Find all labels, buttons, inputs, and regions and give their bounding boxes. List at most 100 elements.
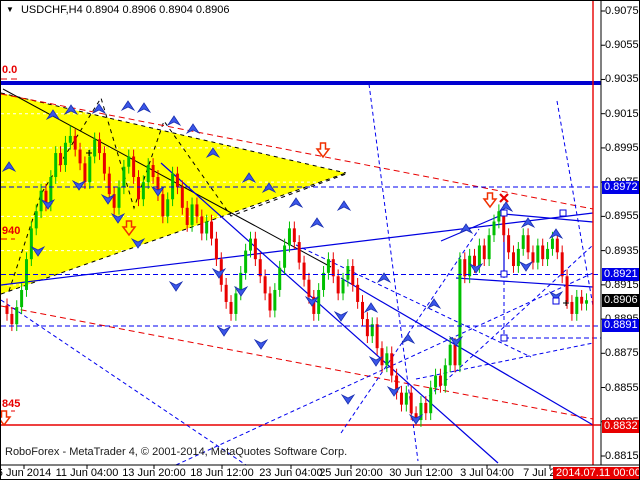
candle-body — [473, 255, 477, 267]
candle-body — [560, 252, 564, 277]
candle-body — [234, 293, 238, 314]
candle-body — [463, 259, 467, 277]
candle-body — [54, 153, 58, 178]
fractal-down-icon — [368, 355, 384, 367]
y-axis-label: 0.9075 — [605, 5, 639, 17]
candle-body — [414, 413, 418, 421]
candle-body — [205, 221, 209, 234]
candle-body — [448, 344, 452, 366]
candle-body — [171, 173, 175, 200]
x-axis-label: 11 Jun 04:00 — [55, 467, 119, 479]
candle-body — [365, 319, 369, 337]
candle-body — [78, 149, 82, 164]
candle-body — [117, 187, 121, 208]
candle-body — [273, 289, 277, 311]
candle-body — [516, 248, 520, 267]
fractal-up-icon — [205, 147, 221, 159]
y-axis-label: 0.9055 — [605, 39, 639, 52]
candle-body — [200, 216, 204, 234]
selection-handle[interactable] — [500, 334, 508, 342]
candle-body — [10, 313, 14, 325]
y-axis-label: 0.8855 — [605, 381, 639, 394]
x-axis-label: 30 Jun 12:00 — [389, 467, 453, 479]
fractal-down-icon — [30, 245, 46, 257]
candle-body — [331, 259, 335, 277]
fractal-up-icon — [120, 100, 136, 112]
selection-handle[interactable] — [500, 270, 508, 278]
fractal-up-icon — [241, 172, 257, 184]
sell-arrow-icon — [1, 410, 12, 427]
candle-body — [166, 199, 170, 217]
y-axis-label: 0.9015 — [605, 107, 639, 120]
fractal-down-icon — [253, 338, 269, 350]
fractal-down-icon — [168, 280, 184, 292]
fractal-up-icon — [309, 217, 325, 229]
candle-body — [59, 153, 63, 166]
fractal-down-icon — [304, 295, 320, 307]
candle-body — [443, 365, 447, 386]
candle-body — [107, 173, 111, 195]
fractal-down-icon — [100, 193, 116, 205]
candle-body — [102, 153, 106, 174]
candle-body — [434, 375, 438, 388]
cross-marker — [86, 150, 92, 156]
candle-body — [546, 248, 550, 260]
fractal-down-icon — [340, 393, 356, 405]
fractal-up-icon — [261, 182, 277, 194]
candle-body — [429, 387, 433, 414]
candle-body — [375, 324, 379, 349]
candle-body — [93, 139, 97, 157]
candle-body — [585, 300, 589, 304]
candle-body — [127, 156, 131, 167]
candle-body — [224, 284, 228, 302]
candle-body — [570, 301, 574, 314]
candle-body — [283, 245, 287, 268]
candle-body — [351, 266, 355, 285]
left-level-label: 0.0 — [2, 64, 18, 76]
fractal-down-icon — [233, 285, 249, 297]
fractal-up-icon — [91, 103, 107, 115]
price-badge-0.8906: 0.8906 — [602, 293, 639, 307]
fractals-layer — [1, 100, 564, 425]
fractal-down-icon — [518, 260, 534, 272]
fractal-up-icon — [1, 161, 17, 173]
candle-body — [507, 235, 511, 253]
fractal-down-icon — [71, 179, 87, 191]
fractal-down-icon — [448, 335, 464, 347]
cursor-date-label: 2014.07.11 00:00 — [553, 467, 639, 479]
candle-body — [292, 228, 296, 243]
fractal-up-icon — [520, 217, 536, 229]
candle-body — [229, 301, 233, 314]
candle-body — [419, 402, 423, 421]
candle-body — [195, 204, 199, 217]
candle-body — [83, 163, 87, 183]
candle-body — [175, 173, 179, 188]
selection-handle[interactable] — [559, 209, 567, 217]
candle-body — [526, 235, 530, 253]
fractal-up-icon — [288, 197, 304, 209]
sell-arrow-icon — [121, 220, 137, 237]
y-axis-label: 0.8915 — [605, 278, 639, 291]
candle-body — [575, 296, 579, 314]
left-level-label: 845 — [2, 398, 21, 410]
candle-body — [502, 211, 506, 236]
selection-handle[interactable] — [552, 297, 560, 305]
platform-watermark: RoboForex - MetaTrader 4, © 2001-2014, M… — [5, 446, 348, 458]
candle-body — [73, 135, 77, 150]
symbol-timeframe: USDCHF,H4 — [20, 4, 83, 16]
candle-body — [322, 272, 326, 290]
price-badge-0.8921: 0.8921 — [602, 268, 639, 282]
selection-handle[interactable] — [500, 209, 508, 217]
title-ohlc-quotes: 0.8904 0.8906 0.8904 0.8906 — [85, 4, 230, 16]
candle-body — [409, 392, 413, 414]
candle-body — [161, 194, 165, 217]
fractal-up-icon — [166, 115, 182, 127]
candle-body — [244, 250, 248, 273]
candle-body — [122, 166, 126, 188]
candle-body — [395, 375, 399, 393]
candle-body — [555, 238, 559, 253]
fractal-down-icon — [386, 385, 402, 397]
candle-body — [346, 266, 350, 280]
fractal-up-icon — [363, 302, 379, 314]
